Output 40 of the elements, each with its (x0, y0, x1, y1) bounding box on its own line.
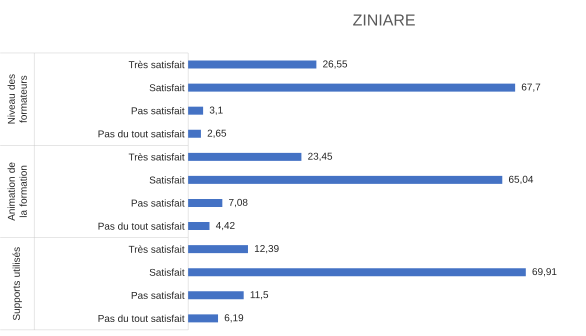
bar (188, 268, 526, 276)
data-label: 65,04 (508, 176, 534, 184)
bar (188, 291, 244, 300)
bar (188, 199, 222, 208)
bar (188, 84, 516, 92)
y-tick-label: Satisfait (150, 268, 185, 276)
y-tick-label: Très satisfait (128, 60, 185, 68)
data-label: 3,1 (210, 106, 223, 115)
data-label: 23,45 (308, 152, 332, 161)
bar (188, 106, 204, 115)
y-tick-label: Très satisfait (128, 245, 185, 253)
y-tick-label: Très satisfait (128, 153, 185, 161)
data-label: 7,08 (229, 198, 248, 208)
bar (188, 222, 210, 230)
bar (188, 152, 302, 161)
y-tick-label: Satisfait (150, 176, 185, 184)
y-tick-label: Pas satisfait (132, 199, 185, 207)
y-tick-label: Pas satisfait (132, 292, 185, 299)
data-label: 4,42 (216, 222, 235, 230)
y-tick-label: Pas du tout satisfait (98, 222, 185, 230)
chart-title: ZINIARE (353, 14, 415, 26)
bar (188, 314, 218, 322)
data-label: 2,65 (208, 130, 226, 138)
y-tick-label: Satisfait (150, 84, 185, 92)
text: Supports utilisés (12, 247, 22, 320)
text: Niveau des formateurs (8, 74, 27, 124)
bar (188, 60, 316, 69)
y-tick-label: Pas du tout satisfait (98, 130, 185, 138)
text: Animation de la formation (8, 162, 27, 221)
data-label: 69,91 (532, 268, 556, 276)
y-tick-label: Pas du tout satisfait (98, 314, 185, 322)
y-tick-label: Pas satisfait (132, 107, 185, 114)
bar (188, 245, 248, 254)
bar (188, 176, 502, 184)
data-label: 6,19 (224, 314, 244, 323)
data-label: 67,7 (522, 84, 540, 92)
data-label: 26,55 (323, 60, 348, 69)
bar (188, 130, 201, 138)
data-label: 11,5 (250, 291, 268, 300)
data-label: 12,39 (254, 245, 279, 254)
